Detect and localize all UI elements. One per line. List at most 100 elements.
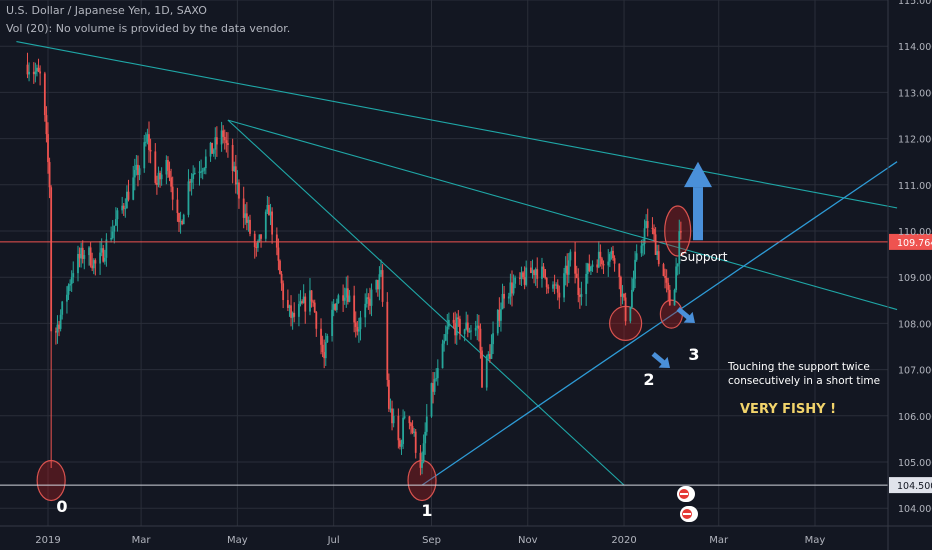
y-tick-label: 108.000 — [898, 319, 932, 330]
candle-body — [222, 130, 225, 137]
candle-body — [556, 284, 559, 293]
candle-body — [634, 259, 636, 279]
candle-body — [171, 186, 174, 200]
candle-body — [260, 234, 262, 239]
candle-body — [124, 208, 127, 210]
candle-body — [642, 243, 644, 246]
candle-body — [678, 231, 681, 264]
y-tick-label: 104.000 — [898, 504, 932, 515]
candle-body — [610, 250, 613, 255]
candle-body — [656, 251, 659, 255]
candle-body — [249, 219, 251, 234]
candle-body — [459, 318, 461, 334]
candle-body — [193, 172, 196, 174]
horizontal-level-tag — [889, 477, 932, 494]
candle-body — [591, 264, 594, 267]
candle-body — [178, 213, 180, 223]
candle-body — [271, 211, 274, 235]
candle-body — [523, 277, 526, 285]
candle-body — [676, 263, 679, 267]
candle-body — [80, 247, 83, 259]
y-tick-label: 111.000 — [898, 181, 932, 192]
candle-body — [288, 305, 291, 308]
candle-body — [534, 269, 537, 276]
arrows — [651, 161, 712, 368]
candle-body — [664, 275, 666, 278]
candle-body — [253, 233, 256, 247]
candle-body — [203, 168, 206, 171]
y-tick-label: 110.000 — [898, 227, 932, 238]
candle-body — [225, 140, 228, 144]
candle-body — [558, 292, 561, 298]
annotations: 0 1 2 3 Support Touching the support twice con… — [56, 250, 880, 520]
candle-body — [301, 301, 303, 303]
candle-body — [624, 297, 627, 322]
candle-body — [302, 296, 305, 303]
event-marker-icon — [680, 506, 698, 522]
candle-body — [555, 284, 558, 286]
candle-body — [653, 229, 655, 235]
candle-body — [143, 142, 146, 169]
candle-body — [662, 264, 665, 276]
candle-body — [389, 408, 392, 410]
candle-body — [481, 350, 483, 388]
up-arrow-head — [684, 161, 712, 188]
candle-body — [182, 214, 185, 225]
candle-body — [69, 284, 71, 286]
candle-body — [542, 266, 545, 270]
candle-body — [189, 181, 191, 183]
candle-body — [28, 71, 30, 75]
candle-body — [490, 344, 493, 359]
candle-body — [78, 253, 81, 259]
candle-body — [326, 336, 329, 343]
candle-body — [268, 204, 270, 216]
candle-body — [282, 283, 285, 301]
y-tick-label: 109.000 — [898, 273, 932, 284]
candle-body — [332, 304, 335, 310]
candle-body — [353, 295, 356, 323]
candle-body — [411, 426, 414, 433]
candle-body — [476, 325, 479, 328]
candle-body — [364, 303, 367, 318]
candle-body — [580, 294, 583, 297]
candle-body — [457, 317, 460, 319]
candle-body — [632, 278, 635, 290]
candle-body — [77, 253, 79, 274]
candle-body — [122, 205, 125, 209]
candle-body — [518, 277, 521, 279]
ellipse-point-3 — [659, 299, 683, 329]
support-label: Support — [680, 250, 728, 264]
candle-body — [500, 309, 502, 321]
candle-body — [640, 245, 643, 254]
last-price-tag — [889, 233, 932, 250]
candle-body — [378, 274, 381, 290]
candle-body — [72, 273, 75, 278]
candle-body — [146, 134, 149, 142]
candle-body — [645, 221, 648, 229]
candle-body — [279, 260, 281, 274]
candle-body — [629, 307, 632, 322]
candle-body — [435, 378, 438, 380]
candle-body — [37, 67, 40, 72]
candle-body — [100, 248, 103, 253]
candle-body — [190, 179, 193, 183]
candle-body — [313, 302, 316, 313]
candle-body — [324, 342, 327, 359]
candle-body — [238, 182, 240, 199]
candle-body — [168, 170, 171, 178]
candle-body — [566, 265, 569, 275]
candle-body — [596, 264, 599, 268]
y-tick-label: 115.000 — [898, 0, 932, 7]
candle-body — [507, 296, 510, 299]
point-label-1: 1 — [421, 501, 432, 520]
last-price-label: 109.764 — [897, 238, 932, 249]
candle-body — [58, 324, 60, 329]
candle-body — [43, 73, 46, 116]
candle-body — [113, 225, 116, 232]
chart-title: U.S. Dollar / Japanese Yen, 1D, SAXO — [6, 4, 207, 17]
candle-body — [201, 170, 204, 172]
candle-body — [589, 266, 592, 272]
candle-body — [299, 301, 302, 304]
